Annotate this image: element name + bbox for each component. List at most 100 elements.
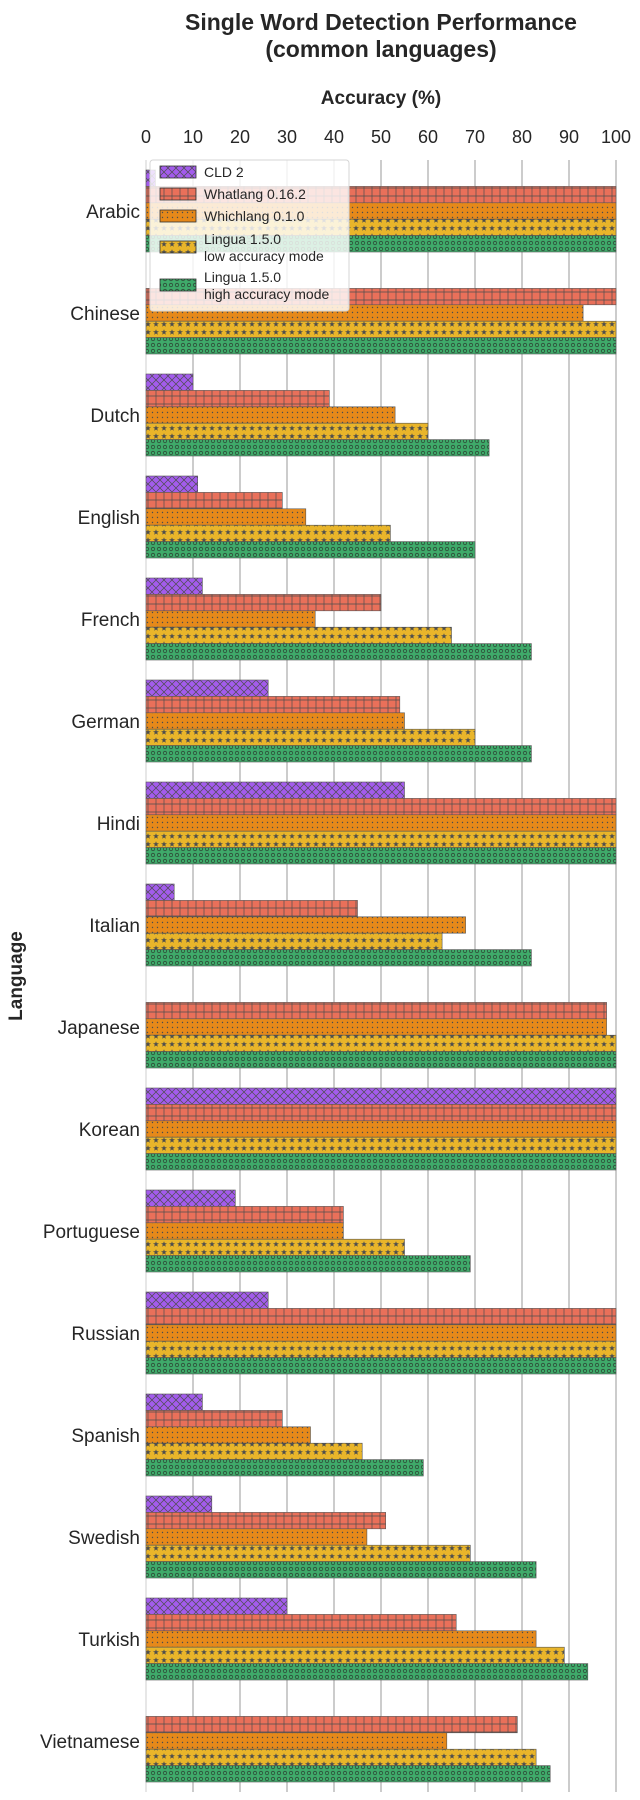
bar-portuguese-lingua-1-5-0-low-accuracy-mode bbox=[145, 1238, 405, 1256]
legend-swatch bbox=[159, 209, 197, 223]
category-label-spanish: Spanish bbox=[71, 1426, 140, 1447]
bar-vietnamese-whichlang-0-1-0 bbox=[145, 1732, 448, 1750]
x-tick-label: 20 bbox=[230, 127, 250, 147]
legend-label-whichlang-0-1-0: Whichlang 0.1.0 bbox=[204, 208, 305, 224]
category-label-portuguese: Portuguese bbox=[43, 1222, 140, 1243]
bar-english-cld-2 bbox=[145, 475, 199, 493]
bar-german-cld-2 bbox=[145, 679, 269, 697]
legend-swatch bbox=[159, 187, 197, 201]
bar-french-whatlang-0-16-2 bbox=[145, 594, 382, 612]
bar-korean-whichlang-0-1-0 bbox=[145, 1120, 617, 1138]
bar-japanese-lingua-1-5-0-low-accuracy-mode bbox=[145, 1034, 617, 1052]
bar-french-cld-2 bbox=[145, 577, 203, 595]
bar-korean-whatlang-0-16-2 bbox=[145, 1104, 617, 1122]
x-tick-label: 10 bbox=[183, 127, 203, 147]
bar-english-whatlang-0-16-2 bbox=[145, 492, 283, 510]
x-axis-label: Accuracy (%) bbox=[321, 88, 441, 109]
bar-hindi-lingua-1-5-0-low-accuracy-mode bbox=[145, 830, 617, 848]
bar-dutch-lingua-1-5-0-high-accuracy-mode bbox=[145, 439, 490, 457]
legend-label-whatlang-0-16-2: Whatlang 0.16.2 bbox=[204, 186, 306, 202]
bar-dutch-whichlang-0-1-0 bbox=[145, 406, 396, 424]
bar-hindi-whichlang-0-1-0 bbox=[145, 814, 617, 832]
legend-label-lingua-1-5-0-low-accuracy-mode: Lingua 1.5.0 low accuracy mode bbox=[204, 231, 324, 264]
legend-swatch bbox=[159, 240, 197, 254]
bar-portuguese-lingua-1-5-0-high-accuracy-mode bbox=[145, 1255, 471, 1273]
category-label-english: English bbox=[78, 508, 140, 529]
bar-english-whichlang-0-1-0 bbox=[145, 508, 307, 526]
category-label-dutch: Dutch bbox=[90, 406, 140, 427]
bar-swedish-lingua-1-5-0-high-accuracy-mode bbox=[145, 1561, 537, 1579]
bar-turkish-lingua-1-5-0-low-accuracy-mode bbox=[145, 1646, 565, 1664]
legend-swatch bbox=[159, 278, 197, 292]
bar-japanese-whatlang-0-16-2 bbox=[145, 1002, 607, 1020]
bar-swedish-cld-2 bbox=[145, 1495, 213, 1513]
category-label-korean: Korean bbox=[79, 1120, 140, 1141]
legend-swatch bbox=[159, 165, 197, 179]
category-label-russian: Russian bbox=[71, 1324, 140, 1345]
category-label-arabic: Arabic bbox=[86, 202, 140, 223]
bar-portuguese-whichlang-0-1-0 bbox=[145, 1222, 344, 1240]
bar-hindi-whatlang-0-16-2 bbox=[145, 798, 617, 816]
bar-english-lingua-1-5-0-high-accuracy-mode bbox=[145, 541, 476, 559]
bar-french-whichlang-0-1-0 bbox=[145, 610, 316, 628]
bar-spanish-lingua-1-5-0-low-accuracy-mode bbox=[145, 1442, 363, 1460]
legend-label-lingua-1-5-0-high-accuracy-mode: Lingua 1.5.0 high accuracy mode bbox=[204, 269, 330, 302]
bar-russian-whichlang-0-1-0 bbox=[145, 1324, 617, 1342]
bar-swedish-whichlang-0-1-0 bbox=[145, 1528, 368, 1546]
bar-japanese-lingua-1-5-0-high-accuracy-mode bbox=[145, 1051, 617, 1069]
bar-turkish-lingua-1-5-0-high-accuracy-mode bbox=[145, 1663, 589, 1681]
category-label-vietnamese: Vietnamese bbox=[40, 1732, 140, 1753]
bar-portuguese-cld-2 bbox=[145, 1189, 236, 1207]
bar-russian-whatlang-0-16-2 bbox=[145, 1308, 617, 1326]
bar-italian-lingua-1-5-0-high-accuracy-mode bbox=[145, 949, 532, 967]
x-tick-label: 0 bbox=[141, 127, 151, 147]
bar-spanish-whatlang-0-16-2 bbox=[145, 1410, 283, 1428]
bar-german-whatlang-0-16-2 bbox=[145, 696, 401, 714]
bar-spanish-whichlang-0-1-0 bbox=[145, 1426, 311, 1444]
bar-italian-cld-2 bbox=[145, 883, 175, 901]
x-tick-label: 70 bbox=[465, 127, 485, 147]
bar-russian-cld-2 bbox=[145, 1291, 269, 1309]
x-tick-label: 50 bbox=[371, 127, 391, 147]
bar-swedish-whatlang-0-16-2 bbox=[145, 1512, 386, 1530]
bar-russian-lingua-1-5-0-high-accuracy-mode bbox=[145, 1357, 617, 1375]
x-tick-label: 40 bbox=[324, 127, 344, 147]
bar-korean-lingua-1-5-0-high-accuracy-mode bbox=[145, 1153, 617, 1171]
bar-korean-cld-2 bbox=[145, 1087, 617, 1105]
bar-italian-whatlang-0-16-2 bbox=[145, 900, 358, 918]
bar-italian-lingua-1-5-0-low-accuracy-mode bbox=[145, 932, 443, 950]
legend-label-cld-2: CLD 2 bbox=[204, 164, 244, 180]
bar-portuguese-whatlang-0-16-2 bbox=[145, 1206, 344, 1224]
chart-title-line: (common languages) bbox=[265, 36, 496, 62]
category-label-swedish: Swedish bbox=[68, 1528, 140, 1549]
bar-chinese-lingua-1-5-0-high-accuracy-mode bbox=[145, 337, 617, 355]
bar-german-lingua-1-5-0-low-accuracy-mode bbox=[145, 728, 476, 746]
category-label-hindi: Hindi bbox=[97, 814, 140, 835]
category-label-french: French bbox=[81, 610, 140, 631]
category-label-chinese: Chinese bbox=[70, 304, 140, 325]
bar-vietnamese-lingua-1-5-0-high-accuracy-mode bbox=[145, 1765, 551, 1783]
bar-dutch-whatlang-0-16-2 bbox=[145, 390, 330, 408]
x-tick-label: 90 bbox=[559, 127, 579, 147]
bar-german-whichlang-0-1-0 bbox=[145, 712, 405, 730]
chart-title: Single Word Detection Performance(common… bbox=[185, 9, 577, 62]
bar-korean-lingua-1-5-0-low-accuracy-mode bbox=[145, 1136, 617, 1154]
bar-english-lingua-1-5-0-low-accuracy-mode bbox=[145, 524, 391, 542]
legend: CLD 2 Whatlang 0.16.2 Whichlang 0.1.0 Lingu… bbox=[149, 159, 350, 312]
bar-vietnamese-lingua-1-5-0-low-accuracy-mode bbox=[145, 1748, 537, 1766]
category-labels: Arabic Chinese Dutch English French German Hin… bbox=[40, 202, 140, 1753]
bar-swedish-lingua-1-5-0-low-accuracy-mode bbox=[145, 1544, 471, 1562]
bar-dutch-lingua-1-5-0-low-accuracy-mode bbox=[145, 422, 429, 440]
bar-turkish-cld-2 bbox=[145, 1597, 288, 1615]
y-axis-label: Language bbox=[6, 931, 27, 1021]
bars bbox=[145, 169, 617, 1783]
bar-spanish-cld-2 bbox=[145, 1393, 203, 1411]
x-tick-labels: 0 10 20 30 40 50 60 70 80 90 100 bbox=[141, 127, 631, 147]
x-tick-label: 80 bbox=[512, 127, 532, 147]
bar-chinese-lingua-1-5-0-low-accuracy-mode bbox=[145, 320, 617, 338]
bar-turkish-whichlang-0-1-0 bbox=[145, 1630, 537, 1648]
bar-japanese-whichlang-0-1-0 bbox=[145, 1018, 607, 1036]
bar-hindi-cld-2 bbox=[145, 781, 405, 799]
bar-russian-lingua-1-5-0-low-accuracy-mode bbox=[145, 1340, 617, 1358]
